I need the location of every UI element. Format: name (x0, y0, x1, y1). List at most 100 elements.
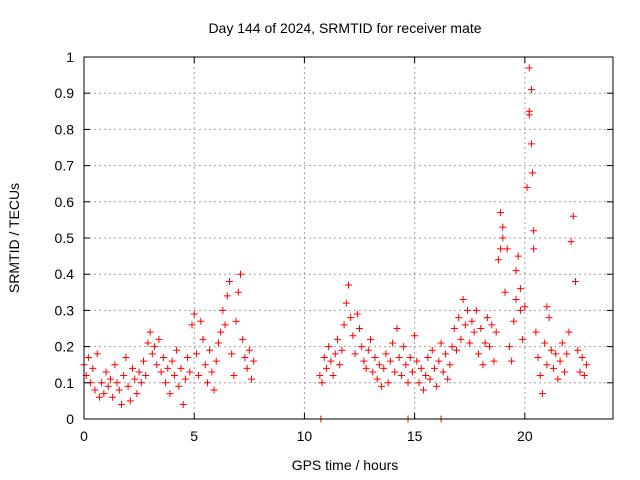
data-point (320, 353, 328, 361)
data-point (402, 361, 410, 369)
x-tick-label: 5 (190, 428, 198, 444)
data-point (106, 375, 114, 383)
plot-frame (83, 56, 614, 420)
data-point (499, 223, 507, 231)
data-point (380, 364, 388, 372)
data-point (84, 353, 92, 361)
data-point (448, 343, 456, 351)
data-point (239, 335, 247, 343)
data-point (572, 277, 580, 285)
data-point (362, 364, 370, 372)
data-point (483, 314, 491, 322)
data-point (113, 379, 121, 387)
data-point (203, 379, 211, 387)
data-point (455, 314, 463, 322)
data-point (510, 317, 518, 325)
data-point (464, 306, 472, 314)
data-point (461, 321, 469, 329)
data-point (243, 364, 251, 372)
data-point (135, 368, 143, 376)
data-point (100, 390, 108, 398)
data-point (173, 346, 181, 354)
data-point (144, 339, 152, 347)
y-tick-label: 0.4 (55, 266, 75, 282)
y-tick-label: 0.6 (55, 194, 75, 210)
y-tick-label: 0.9 (55, 85, 75, 101)
y-tick-label: 0.1 (55, 375, 75, 391)
data-point (453, 346, 461, 354)
data-point (457, 335, 465, 343)
data-point (188, 321, 196, 329)
data-point (137, 379, 145, 387)
data-point (214, 339, 222, 347)
data-point (530, 245, 538, 253)
data-point (378, 382, 386, 390)
data-point (230, 372, 238, 380)
data-point (225, 277, 233, 285)
data-point (248, 375, 256, 383)
data-point (232, 317, 240, 325)
x-axis-label: GPS time / hours (292, 457, 399, 473)
data-point (190, 310, 198, 318)
data-point (470, 328, 478, 336)
data-point (117, 401, 125, 409)
data-point (131, 375, 139, 383)
data-point (179, 401, 187, 409)
data-point (408, 368, 416, 376)
data-point (164, 364, 172, 372)
data-point (439, 368, 447, 376)
data-point (490, 357, 498, 365)
data-point (468, 317, 476, 325)
data-point (411, 332, 419, 340)
data-point (353, 310, 361, 318)
data-point (322, 364, 330, 372)
data-point (386, 357, 394, 365)
data-point (512, 296, 520, 304)
x-tick-label: 10 (297, 428, 313, 444)
data-point (430, 364, 438, 372)
data-point (122, 353, 130, 361)
data-point (512, 267, 520, 275)
data-point (93, 350, 101, 358)
data-point (342, 299, 350, 307)
data-point (186, 368, 194, 376)
data-point (91, 386, 99, 394)
y-tick-label: 0.7 (55, 158, 75, 174)
data-point (316, 372, 324, 380)
data-point (146, 328, 154, 336)
data-point (140, 357, 148, 365)
data-point (481, 339, 489, 347)
x-tick-label: 20 (517, 428, 533, 444)
data-point (133, 390, 141, 398)
data-point (503, 245, 511, 253)
data-point (527, 140, 535, 148)
data-point (558, 339, 566, 347)
data-point (347, 314, 355, 322)
data-point (184, 353, 192, 361)
data-points (80, 64, 591, 423)
data-point (175, 382, 183, 390)
data-point (364, 346, 372, 354)
data-point (426, 375, 434, 383)
y-axis-label: SRMTID / TECUs (6, 183, 22, 293)
data-point (576, 368, 584, 376)
data-point (523, 183, 531, 191)
data-point (534, 353, 542, 361)
data-point (104, 382, 112, 390)
data-point (417, 364, 425, 372)
data-point (124, 382, 132, 390)
data-point (236, 270, 244, 278)
data-point (536, 372, 544, 380)
data-point (574, 346, 582, 354)
data-point (413, 357, 421, 365)
data-point (389, 339, 397, 347)
data-point (488, 321, 496, 329)
data-point (331, 350, 339, 358)
data-point (166, 390, 174, 398)
data-point (578, 353, 586, 361)
y-tick-label: 0.8 (55, 121, 75, 137)
data-point (508, 357, 516, 365)
data-point (459, 296, 467, 304)
data-point (567, 238, 575, 246)
y-tick-label: 0.5 (55, 230, 75, 246)
